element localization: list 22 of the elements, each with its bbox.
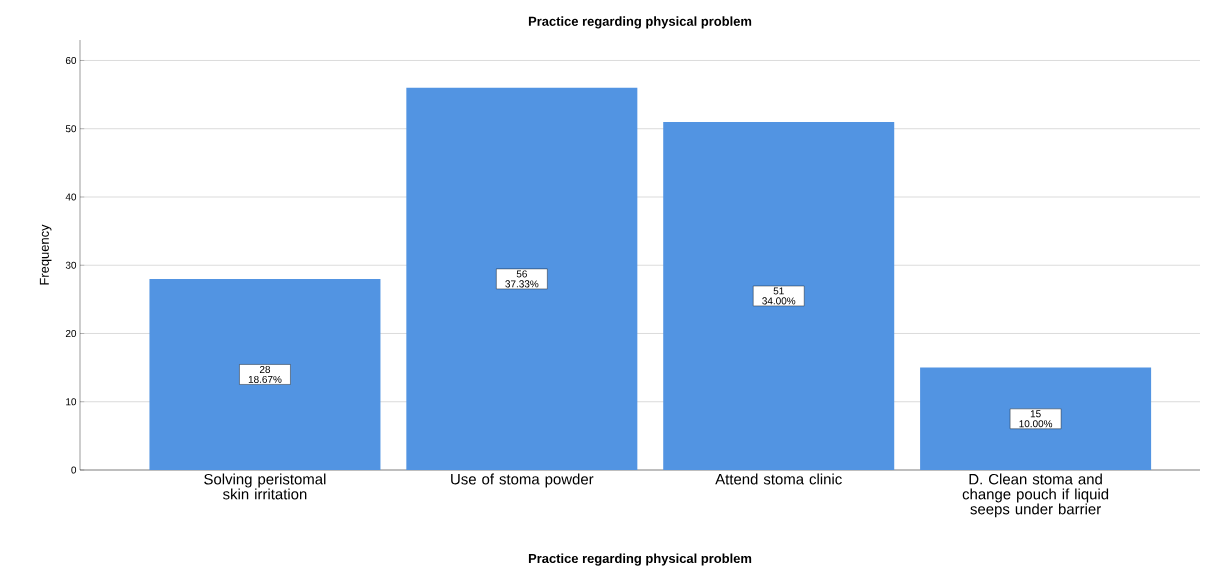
x-tick-label: Use of stoma powder <box>451 473 594 488</box>
y-tick-label: 10 <box>66 398 77 406</box>
y-tick-label: 40 <box>65 193 77 201</box>
bar <box>920 367 1152 470</box>
data-label: 15 10.00% <box>1019 410 1053 428</box>
bar <box>149 278 381 470</box>
data-label: 51 34.00% <box>762 287 796 305</box>
chart-title: Practice regarding physical problem <box>528 16 752 29</box>
data-label: 56 37.33% <box>505 270 539 288</box>
x-tick-label: Attend stoma clinic <box>715 473 842 485</box>
y-tick-label: 20 <box>65 329 77 338</box>
y-tick-label: 0 <box>71 466 77 474</box>
y-axis-title: Frequency <box>39 224 52 285</box>
y-tick-label: 60 <box>65 56 77 64</box>
bar <box>663 121 895 470</box>
x-axis-title: Practice regarding physical problem <box>528 553 752 566</box>
y-tick-label: 30 <box>65 261 77 269</box>
bar <box>406 87 638 470</box>
x-tick-label: Solving peristomal skin irritation <box>204 473 326 500</box>
data-label: 28 18.67% <box>248 365 282 383</box>
y-tick-label: 50 <box>65 125 77 133</box>
x-tick-label: D. Clean stoma and change pouch if liquid seeps under barrier <box>962 473 1109 518</box>
